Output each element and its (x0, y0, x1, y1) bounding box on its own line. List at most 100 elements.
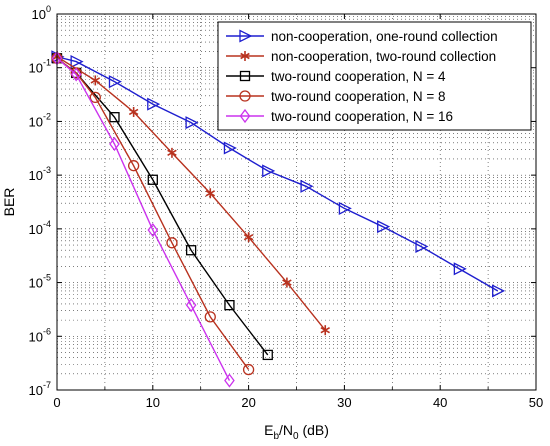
data-point (147, 222, 159, 238)
data-point (223, 141, 237, 155)
series-5 (51, 51, 235, 388)
x-axis-label-unit: (dB) (299, 422, 329, 438)
series-4 (51, 52, 255, 376)
data-point (243, 232, 254, 243)
y-tick-label-base: 10 (29, 383, 43, 398)
x-axis-label-main: E (264, 422, 273, 438)
data-point (492, 284, 506, 298)
data-point (89, 91, 101, 104)
y-tick-label: 10-6 (29, 326, 51, 344)
data-point (242, 363, 255, 376)
y-tick-label-base: 10 (29, 329, 43, 344)
y-tick-label-exponent: -5 (43, 273, 51, 283)
series-line (56, 57, 250, 370)
series-line (56, 56, 499, 292)
data-point (205, 188, 216, 199)
y-tick-label-base: 10 (29, 222, 43, 237)
y-tick-label: 10-4 (29, 219, 51, 237)
x-tick-label: 10 (146, 395, 160, 410)
y-tick-label-exponent: -6 (43, 326, 51, 336)
data-point (282, 277, 292, 288)
legend-label: non-cooperation, one-round collection (271, 29, 498, 44)
star-stroke (320, 326, 330, 334)
y-tick-label-base: 10 (29, 114, 43, 129)
y-axis-label: BER (1, 188, 17, 217)
legend-label: two-round cooperation, N = 16 (271, 109, 453, 124)
data-point (338, 201, 352, 215)
legend-entry: two-round cooperation, N = 16 (226, 108, 453, 124)
x-axis-label: Eb/N0 (dB) (264, 422, 329, 441)
legend-marker (239, 108, 251, 124)
x-axis-label-sub2: 0 (293, 431, 299, 441)
y-tick-label: 10-7 (29, 380, 51, 398)
star-stroke (90, 77, 101, 84)
grid-layer (57, 14, 536, 390)
y-tick-label-exponent: -7 (43, 380, 51, 390)
legend-marker (239, 90, 251, 102)
data-point (70, 67, 82, 82)
data-point (166, 237, 178, 249)
legend-entry: two-round cooperation, N = 4 (226, 69, 446, 84)
star-stroke (243, 233, 254, 241)
data-point (204, 311, 216, 323)
x-axis-label-sub: b (273, 431, 279, 441)
data-point (147, 174, 158, 185)
data-point (109, 112, 120, 123)
x-tick-label: 40 (433, 395, 447, 410)
y-tick-label-exponent: -3 (43, 165, 51, 175)
legend-marker (239, 70, 251, 82)
data-point (147, 97, 161, 111)
data-point (224, 299, 235, 311)
data-point (185, 116, 199, 130)
x-tick-label: 0 (53, 395, 60, 410)
legend-box (217, 21, 532, 131)
series-line (56, 56, 326, 331)
x-tick-label: 20 (241, 395, 255, 410)
data-point (262, 164, 276, 178)
series-layer (51, 50, 506, 388)
y-tick-label-base: 10 (29, 276, 43, 291)
series-2 (52, 51, 330, 336)
y-tick-label: 10-5 (29, 273, 51, 291)
y-tick-label: 10-3 (29, 165, 51, 183)
data-point (185, 245, 197, 256)
legend-marker (240, 51, 250, 61)
data-point (320, 325, 330, 336)
legend-entry: two-round cooperation, N = 8 (226, 89, 445, 104)
y-tick-label: 10-1 (29, 58, 51, 76)
data-point (185, 298, 197, 313)
legend-entry: non-cooperation, two-round collection (226, 49, 496, 64)
series-1 (51, 50, 506, 298)
data-point (377, 220, 391, 234)
y-tick-label-exponent: -1 (43, 58, 51, 68)
data-point (90, 75, 101, 86)
y-tick-label-base: 10 (32, 7, 46, 22)
legend-label: non-cooperation, two-round collection (271, 49, 496, 64)
data-point (224, 373, 235, 388)
data-point (453, 262, 467, 276)
data-point (109, 136, 120, 152)
tick-layer: 0 10 20 30 40 5010010-110-210-310-410-510-610… (29, 4, 544, 410)
legend-entry: non-cooperation, one-round collection (226, 29, 498, 44)
x-axis-label-mid: /N (279, 422, 293, 438)
data-point (167, 147, 177, 158)
legend-marker (239, 29, 253, 43)
y-tick-label-exponent: 0 (46, 4, 51, 14)
star-stroke (167, 149, 177, 157)
y-tick-label-exponent: -4 (43, 219, 51, 229)
x-tick-label: 30 (337, 395, 351, 410)
y-tick-label-base: 10 (29, 168, 43, 183)
data-point (262, 349, 273, 361)
data-point (415, 239, 429, 254)
x-tick-label: 50 (529, 395, 543, 410)
y-tick-label: 10-2 (29, 111, 51, 129)
y-tick-label-exponent: -2 (43, 111, 51, 121)
star-stroke (205, 190, 216, 197)
y-tick-label: 100 (32, 4, 51, 22)
star-stroke (240, 52, 250, 60)
data-point (108, 75, 122, 89)
legend: non-cooperation, one-round collection non… (217, 21, 532, 131)
legend-label: two-round cooperation, N = 8 (271, 89, 445, 104)
